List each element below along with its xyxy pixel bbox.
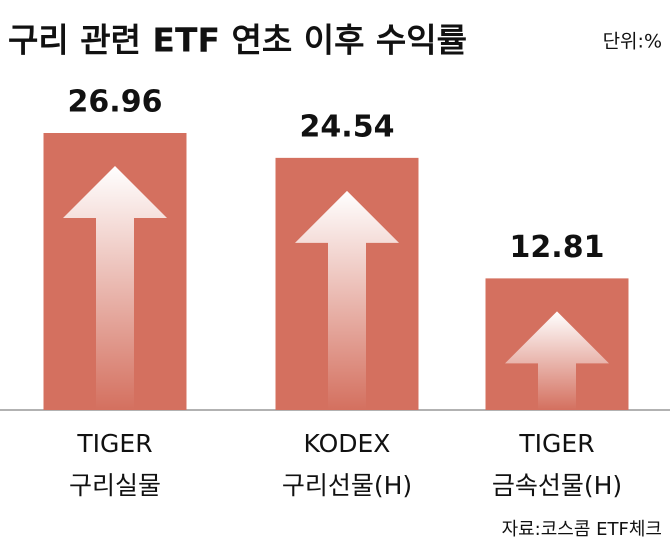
x-tick-label: TIGER: [518, 429, 594, 458]
arrow-icon: [295, 190, 399, 410]
x-tick-label: 구리실물: [69, 471, 161, 500]
value-label: 12.81: [510, 230, 605, 265]
unit-label: 단위:%: [603, 31, 662, 53]
value-label: 24.54: [300, 109, 395, 144]
chart-title: 구리 관련 ETF 연초 이후 수익률: [8, 21, 467, 60]
x-tick-label: KODEX: [304, 429, 391, 458]
arrow-icon: [505, 311, 609, 410]
x-tick-label: 구리선물(H): [282, 471, 412, 500]
x-tick-label: 금속선물(H): [492, 471, 622, 500]
value-label: 26.96: [68, 85, 163, 120]
arrow-icon: [63, 166, 167, 410]
source: 자료:코스콤 ETF체크: [502, 519, 662, 540]
x-tick-label: TIGER: [76, 429, 152, 458]
